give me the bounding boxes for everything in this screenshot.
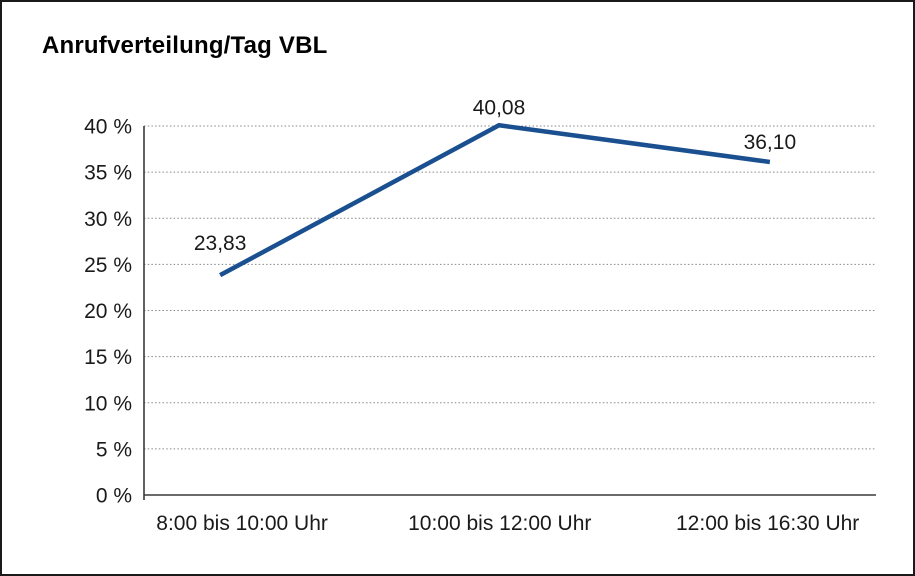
y-tick-label: 35 %	[84, 162, 132, 185]
y-tick-label: 5 %	[96, 438, 132, 461]
data-value-label: 23,83	[194, 232, 247, 255]
data-value-label: 36,10	[744, 131, 797, 154]
y-tick-label: 30 %	[84, 208, 132, 231]
x-category-label: 12:00 bis 16:30 Uhr	[676, 512, 859, 535]
y-tick-label: 25 %	[84, 254, 132, 277]
data-line	[219, 122, 771, 278]
y-tick-label: 0 %	[96, 485, 132, 508]
x-category-label: 8:00 bis 10:00 Uhr	[156, 512, 328, 535]
y-tick-label: 10 %	[84, 392, 132, 415]
x-category-label: 10:00 bis 12:00 Uhr	[408, 512, 591, 535]
chart-title: Anrufverteilung/Tag VBL	[42, 32, 328, 59]
y-tick-label: 20 %	[84, 300, 132, 323]
y-tick-label: 40 %	[84, 116, 132, 139]
data-value-label: 40,08	[473, 96, 526, 119]
y-tick-label: 15 %	[84, 346, 132, 369]
